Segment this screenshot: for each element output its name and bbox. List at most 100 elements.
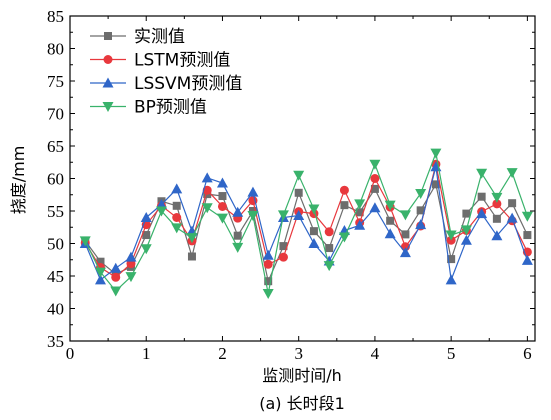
legend-label: LSSVM预测值 — [134, 74, 242, 94]
data-point — [293, 210, 305, 221]
data-point — [247, 186, 259, 197]
legend-item: BP预测值 — [90, 98, 207, 118]
data-point — [218, 192, 227, 201]
data-point — [354, 199, 366, 210]
data-point — [171, 223, 183, 234]
data-point — [186, 233, 198, 244]
x-tick-label: 0 — [66, 344, 75, 363]
y-axis-title: 挠度/mm — [9, 146, 28, 215]
series-line — [84, 182, 528, 284]
data-point — [401, 230, 410, 239]
data-point — [263, 259, 273, 269]
data-point — [386, 216, 395, 225]
x-tick-label: 1 — [142, 344, 151, 363]
series-3 — [79, 148, 533, 300]
data-point — [172, 213, 182, 222]
y-axis-ticks: 35 40 45 50 55 60 65 70 75 80 85 — [47, 7, 535, 351]
data-point — [201, 203, 213, 214]
data-point — [94, 267, 106, 278]
series-layer — [79, 148, 533, 300]
data-point — [370, 174, 380, 183]
data-point — [384, 200, 396, 211]
data-point — [140, 244, 152, 255]
data-point — [492, 214, 501, 223]
data-point — [125, 272, 137, 283]
data-point — [369, 159, 381, 170]
series-line — [84, 164, 528, 279]
x-tick-label: 4 — [371, 344, 380, 363]
data-point — [171, 183, 183, 194]
y-tick-label: 45 — [47, 267, 64, 286]
data-point — [462, 209, 471, 218]
data-point — [293, 170, 305, 181]
legend-marker — [102, 102, 114, 112]
data-point — [338, 232, 350, 243]
data-point — [155, 206, 167, 217]
data-point — [491, 230, 503, 241]
data-point — [216, 177, 228, 188]
data-point — [354, 219, 366, 230]
data-point — [142, 231, 151, 240]
data-point — [521, 211, 533, 222]
data-point — [172, 201, 181, 210]
data-point — [447, 255, 456, 264]
legend-marker — [102, 77, 114, 88]
data-point — [125, 251, 137, 262]
data-point — [324, 227, 334, 237]
data-point — [384, 228, 396, 239]
x-tick-label: 3 — [294, 344, 303, 363]
data-point — [111, 272, 121, 282]
data-point — [308, 238, 320, 248]
data-point — [216, 213, 228, 224]
data-point — [309, 227, 318, 236]
data-point — [460, 225, 472, 236]
data-point — [308, 204, 320, 215]
data-point — [416, 206, 425, 215]
data-point — [399, 247, 411, 258]
data-point — [399, 210, 411, 221]
data-point — [110, 286, 122, 297]
data-point — [262, 249, 274, 260]
legend-item: 实测值 — [90, 27, 185, 47]
x-axis-ticks: 0 1 2 3 4 5 6 — [66, 16, 532, 363]
data-point — [340, 201, 349, 210]
data-point — [445, 230, 457, 241]
data-point — [294, 188, 303, 197]
y-tick-label: 75 — [47, 72, 64, 91]
data-point — [96, 257, 105, 266]
data-point — [477, 192, 486, 201]
data-point — [94, 274, 106, 285]
y-tick-label: 85 — [47, 7, 64, 26]
data-point — [79, 236, 91, 247]
data-point — [523, 231, 532, 240]
data-point — [445, 274, 457, 285]
data-point — [201, 172, 213, 183]
data-point — [232, 206, 244, 217]
data-point — [476, 168, 488, 179]
data-point — [232, 242, 244, 253]
data-point — [476, 208, 488, 219]
data-point — [202, 185, 212, 195]
data-point — [187, 252, 196, 261]
y-tick-label: 40 — [47, 300, 64, 319]
legend-marker — [104, 32, 112, 40]
x-tick-label: 2 — [218, 344, 227, 363]
data-point — [277, 210, 289, 221]
data-point — [355, 208, 364, 217]
data-point — [491, 192, 503, 203]
y-tick-label: 35 — [47, 332, 64, 351]
legend-label: BP预测值 — [134, 98, 207, 118]
data-point — [508, 199, 517, 208]
legend-label: LSTM预测值 — [134, 51, 230, 71]
x-tick-label: 6 — [523, 344, 532, 363]
data-point — [431, 180, 440, 189]
legend-marker — [103, 55, 113, 64]
data-point — [506, 212, 518, 223]
data-point — [369, 202, 381, 213]
y-tick-label: 70 — [47, 105, 64, 124]
data-point — [262, 289, 274, 300]
data-point — [506, 168, 518, 179]
data-point — [460, 234, 472, 245]
x-axis-title: 监测时间/h — [262, 366, 342, 385]
